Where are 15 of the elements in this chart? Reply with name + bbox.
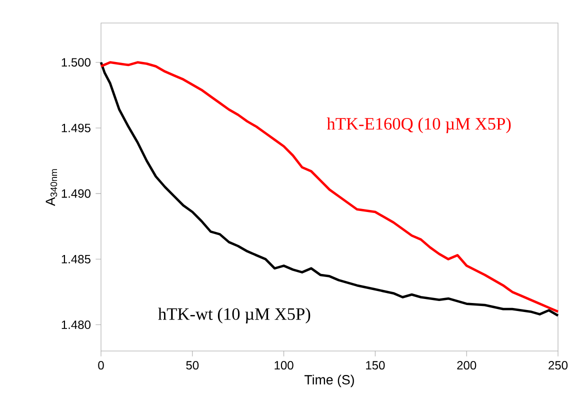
series-label: hTK-wt (10 µM X5P) — [158, 308, 310, 324]
y-tick-label: 1.500 — [62, 58, 90, 67]
y-axis-title: A$_{340nm}$ — [46, 169, 58, 206]
x-tick-label: 150 — [366, 361, 385, 370]
x-tick-label: 50 — [186, 361, 199, 370]
text: hTK-E160Q (10 µM X5P) — [326, 117, 511, 134]
x-tick-label: 0 — [98, 361, 104, 370]
x-tick-label: 250 — [548, 361, 568, 370]
y-tick-label: 1.495 — [62, 124, 90, 132]
x-tick-label: 100 — [274, 361, 294, 370]
y-tick-label: 1.485 — [62, 254, 90, 264]
x-tick-label: 200 — [457, 361, 476, 370]
x-axis-title: Time (S) — [304, 374, 354, 388]
y-tick-label: 1.490 — [62, 189, 90, 198]
y-tick-label: 1.480 — [62, 320, 90, 330]
